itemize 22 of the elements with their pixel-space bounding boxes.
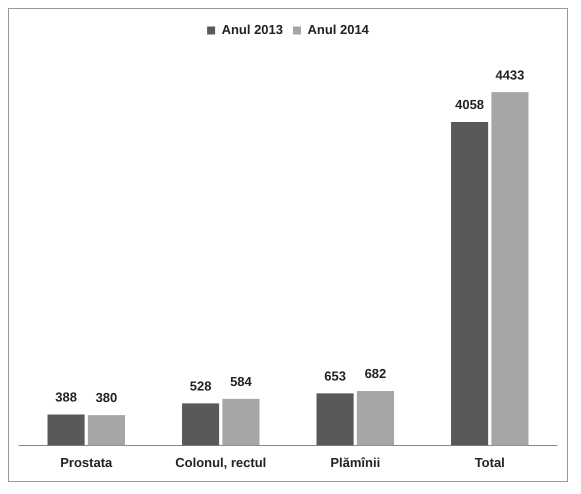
bar [182, 403, 220, 446]
bar [48, 414, 85, 446]
x-tick-label: Total [474, 454, 505, 470]
bar [88, 415, 125, 446]
bar [316, 393, 354, 446]
x-tick-label: Prostata [60, 454, 114, 470]
data-label: 4433 [495, 67, 524, 82]
bar [356, 391, 394, 446]
data-label: 528 [190, 378, 212, 394]
x-tick-label: Plămînii [330, 454, 380, 470]
legend-label: Anul 2013 [222, 22, 284, 38]
legend-label: Anul 2014 [308, 22, 370, 38]
data-label: 653 [324, 368, 346, 384]
data-label: 380 [96, 390, 118, 406]
data-label: 682 [364, 366, 386, 382]
data-label: 388 [55, 390, 77, 405]
data-label: 4058 [455, 97, 484, 112]
data-label: 584 [230, 374, 253, 389]
bar [222, 398, 260, 446]
x-tick-label: Colonul, rectul [175, 454, 266, 470]
bar [451, 122, 488, 446]
bar [491, 92, 528, 446]
